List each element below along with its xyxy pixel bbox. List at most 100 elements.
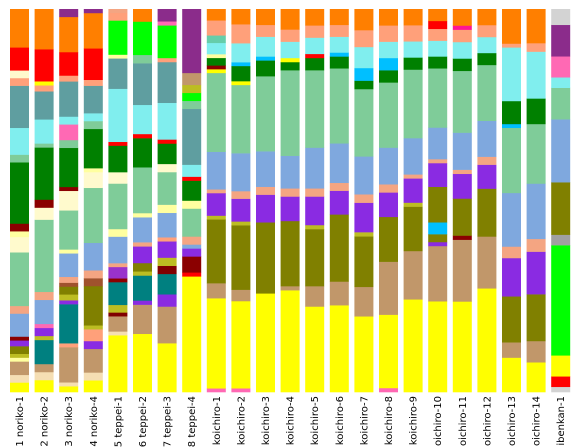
bar-segment	[354, 67, 374, 81]
bar-segment	[329, 68, 349, 144]
bar-segment	[133, 304, 152, 335]
bar-segment	[305, 147, 325, 189]
bar-segment	[83, 285, 103, 326]
bar-segment	[157, 343, 177, 393]
bar-segment	[10, 236, 29, 253]
bar-segment	[34, 219, 54, 293]
bar-segment	[256, 60, 275, 77]
bar-segment	[428, 40, 448, 57]
bar-segment	[59, 139, 79, 149]
bar-segment	[502, 296, 521, 343]
bar-segment	[34, 199, 54, 208]
bar-segment	[502, 47, 521, 102]
bar-segment	[83, 278, 103, 287]
bar-segment	[10, 70, 29, 79]
bar-segment	[157, 294, 177, 307]
bar-segment	[182, 236, 202, 245]
bar-segment	[157, 241, 177, 258]
bar-segment	[502, 9, 521, 44]
bar-segment	[256, 76, 275, 152]
bar-segment	[379, 25, 398, 42]
bar-segment	[206, 219, 226, 284]
bar-segment	[59, 386, 79, 393]
bar-segment	[280, 155, 300, 189]
bar-segment	[452, 29, 472, 43]
bar-segment	[108, 54, 128, 59]
bar-segment	[182, 272, 202, 277]
bar-segment	[10, 374, 29, 383]
bar-segment	[108, 20, 128, 55]
bar-segment	[379, 41, 398, 59]
bar-segment	[83, 329, 103, 342]
bar-segment	[502, 127, 521, 194]
bar-segment	[551, 386, 571, 393]
bar-segment	[206, 189, 226, 194]
bar-segment	[551, 24, 571, 57]
bar-segment	[10, 47, 29, 71]
bar-segment	[256, 151, 275, 187]
bar-segment	[83, 168, 103, 173]
bar-segment	[83, 79, 103, 86]
bar-segment	[10, 305, 29, 314]
bar-segment	[182, 176, 202, 181]
bar-segment	[452, 132, 472, 170]
bar-segment	[379, 57, 398, 71]
bar-segment	[206, 192, 226, 216]
bar-segment	[477, 236, 497, 289]
bar-segment	[34, 85, 54, 92]
bar-segment	[526, 43, 546, 52]
bar-segment	[551, 119, 571, 183]
bar-7 teppei-3	[157, 9, 177, 393]
bar-segment	[157, 25, 177, 59]
bar-segment	[182, 72, 202, 86]
bar-segment	[452, 198, 472, 236]
bar-segment	[108, 88, 128, 143]
x-tick-label: oichiro-13	[507, 396, 518, 446]
bar-segment	[133, 246, 152, 264]
bar-segment	[329, 214, 349, 282]
bar-segment	[477, 164, 497, 189]
bar-segment	[10, 154, 29, 163]
bar-segment	[108, 12, 128, 21]
bar-segment	[10, 9, 29, 48]
bar-segment	[59, 294, 79, 301]
bar-segment	[329, 52, 349, 57]
bar-segment	[231, 43, 251, 63]
x-tick-label: koichiro-3	[261, 396, 272, 445]
bar-segment	[157, 257, 177, 266]
bar-segment	[83, 187, 103, 244]
bar-segment	[551, 355, 571, 377]
bar-segment	[231, 300, 251, 389]
bar-segment	[206, 9, 226, 21]
bar-segment	[182, 100, 202, 110]
x-tick-label: oichiro-12	[482, 396, 493, 446]
bar-segment	[108, 266, 128, 279]
bar-segment	[403, 299, 423, 393]
bar-segment	[182, 108, 202, 165]
bar-segment	[329, 36, 349, 53]
bar-koichiro-10	[428, 9, 448, 393]
bar-segment	[157, 212, 177, 238]
bar-koichiro-5	[305, 9, 325, 393]
bar-2 noriko-2	[34, 9, 54, 393]
bar-segment	[280, 41, 300, 59]
bar-segment	[206, 388, 226, 393]
bar-segment	[157, 204, 177, 214]
x-tick-label: koichiro-9	[409, 396, 420, 445]
bar-segment	[83, 172, 103, 189]
bar-segment	[108, 183, 128, 230]
bar-segment	[10, 127, 29, 155]
bar-segment	[428, 127, 448, 160]
bar-segment	[34, 291, 54, 301]
bar-segment	[354, 88, 374, 157]
bar-segment	[206, 151, 226, 190]
x-tick-label: 3 noriko-3	[64, 396, 75, 447]
x-tick-label: 8 teppei-4	[187, 396, 198, 447]
bar-segment	[354, 316, 374, 393]
bar-segment	[305, 286, 325, 307]
bar-segment	[108, 304, 128, 313]
bar-segment	[34, 81, 54, 86]
bar-segment	[231, 289, 251, 302]
x-tick-label: koichiro-6	[335, 396, 346, 445]
bar-segment	[59, 249, 79, 254]
